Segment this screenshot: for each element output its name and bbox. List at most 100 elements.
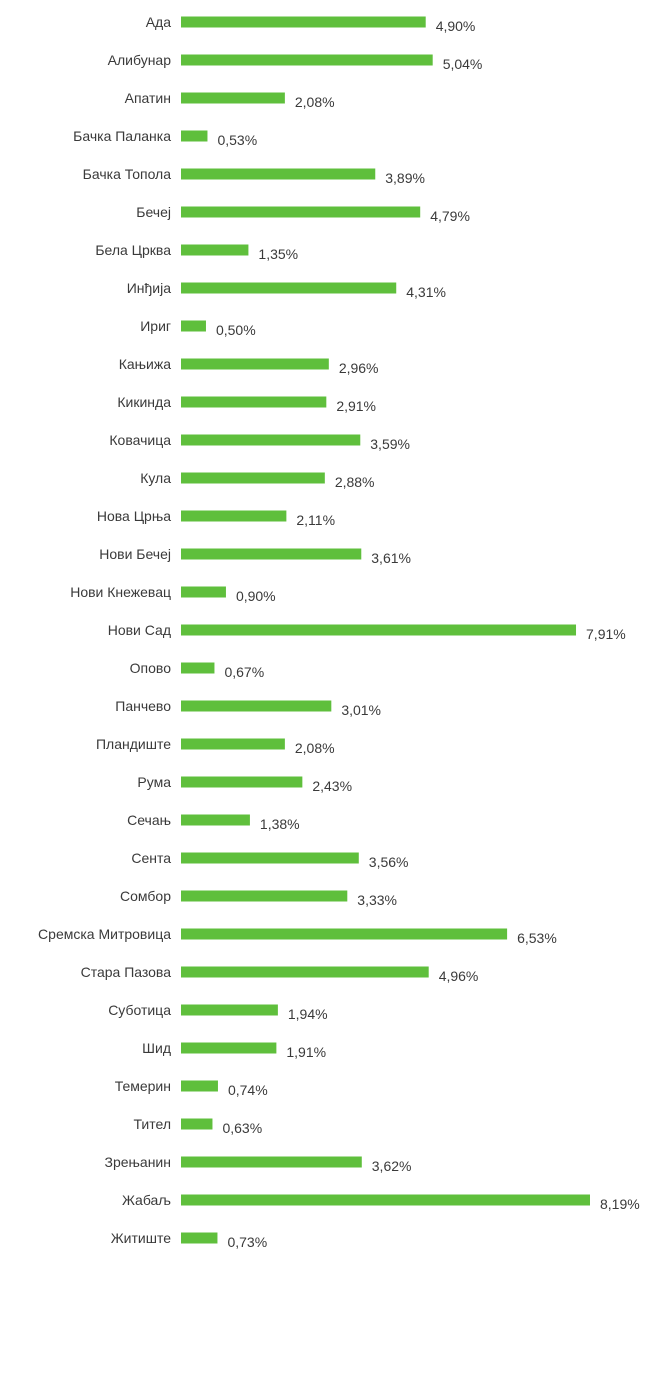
bar-row: Бечеј 4,79% xyxy=(136,204,470,224)
bar-row: Бела Црква 1,35% xyxy=(95,242,298,262)
bar-row: Кикинда 2,91% xyxy=(117,394,376,414)
bar-row: Панчево 3,01% xyxy=(115,698,381,718)
value-label: 3,56% xyxy=(369,854,409,870)
category-label: Сомбор xyxy=(120,888,171,904)
value-label: 3,61% xyxy=(371,550,411,566)
value-label: 7,91% xyxy=(586,626,626,642)
bar xyxy=(181,244,249,256)
value-label: 1,94% xyxy=(288,1006,328,1022)
category-label: Апатин xyxy=(125,90,171,106)
category-label: Темерин xyxy=(115,1078,171,1094)
bar-row: Нова Црња 2,11% xyxy=(97,508,335,528)
category-label: Ковачица xyxy=(109,432,171,448)
value-label: 5,04% xyxy=(443,56,483,72)
category-label: Панчево xyxy=(115,698,171,714)
bar-row: Бачка Топола 3,89% xyxy=(83,166,425,186)
value-label: 1,35% xyxy=(258,246,298,262)
bar xyxy=(181,510,287,522)
bar xyxy=(181,890,348,902)
bar-row: Сента 3,56% xyxy=(131,850,408,870)
bar xyxy=(181,130,208,142)
bar-row: Зрењанин 3,62% xyxy=(105,1154,412,1174)
bar-row: Ириг 0,50% xyxy=(140,318,255,338)
category-label: Стара Пазова xyxy=(81,964,172,980)
category-label: Зрењанин xyxy=(105,1154,171,1170)
bar-row: Нови Сад 7,91% xyxy=(108,622,626,642)
bar-row: Кула 2,88% xyxy=(140,470,374,490)
bar xyxy=(181,1080,218,1092)
value-label: 0,50% xyxy=(216,322,256,338)
category-label: Шид xyxy=(142,1040,171,1056)
value-label: 2,96% xyxy=(339,360,379,376)
category-label: Сента xyxy=(131,850,171,866)
category-label: Бечеј xyxy=(136,204,171,220)
bar xyxy=(181,16,426,28)
category-label: Алибунар xyxy=(108,52,172,68)
bar xyxy=(181,358,329,370)
bar xyxy=(181,1232,218,1244)
value-label: 2,91% xyxy=(336,398,376,414)
category-label: Суботица xyxy=(108,1002,171,1018)
bar-row: Алибунар 5,04% xyxy=(108,52,483,72)
bar xyxy=(181,1194,590,1206)
bar-row: Апатин 2,08% xyxy=(125,90,335,110)
bar xyxy=(181,852,359,864)
bar xyxy=(181,662,215,674)
bar-row: Жабаљ 8,19% xyxy=(122,1192,640,1212)
bar xyxy=(181,738,285,750)
category-label: Ада xyxy=(146,14,172,30)
value-label: 3,89% xyxy=(385,170,425,186)
bar xyxy=(181,434,361,446)
bar xyxy=(181,1042,277,1054)
value-label: 8,19% xyxy=(600,1196,640,1212)
value-label: 4,79% xyxy=(430,208,470,224)
bar xyxy=(181,320,206,332)
category-label: Инђија xyxy=(127,280,172,296)
category-label: Опово xyxy=(130,660,172,676)
bar xyxy=(181,1118,213,1130)
bar xyxy=(181,206,421,218)
bar-row: Опово 0,67% xyxy=(130,660,264,680)
bar-row: Ковачица 3,59% xyxy=(109,432,410,452)
category-label: Тител xyxy=(133,1116,171,1132)
value-label: 3,01% xyxy=(341,702,381,718)
bar-row: Бачка Паланка 0,53% xyxy=(73,128,257,148)
value-label: 4,31% xyxy=(406,284,446,300)
bar-row: Тител 0,63% xyxy=(133,1116,262,1136)
bar xyxy=(181,472,325,484)
bar xyxy=(181,548,362,560)
category-label: Сремска Митровица xyxy=(38,926,171,942)
category-label: Бачка Паланка xyxy=(73,128,171,144)
category-label: Бела Црква xyxy=(95,242,171,258)
bar-row: Пландиште 2,08% xyxy=(96,736,335,756)
category-label: Ириг xyxy=(140,318,171,334)
bar xyxy=(181,54,433,66)
category-label: Нови Кнежевац xyxy=(70,584,171,600)
bar-row: Нови Бечеј 3,61% xyxy=(99,546,411,566)
bar-row: Ада 4,90% xyxy=(146,14,476,34)
bar xyxy=(181,776,303,788)
category-label: Нови Сад xyxy=(108,622,171,638)
bar xyxy=(181,928,508,940)
bar xyxy=(181,396,327,408)
value-label: 4,96% xyxy=(439,968,479,984)
value-label: 3,62% xyxy=(372,1158,412,1174)
bar-row: Кањижа 2,96% xyxy=(119,356,379,376)
value-label: 1,91% xyxy=(286,1044,326,1060)
value-label: 3,59% xyxy=(370,436,410,452)
value-label: 0,73% xyxy=(227,1234,267,1250)
value-label: 0,67% xyxy=(224,664,264,680)
value-label: 6,53% xyxy=(517,930,557,946)
bar xyxy=(181,282,397,294)
bar-row: Житиште 0,73% xyxy=(111,1230,267,1250)
bar xyxy=(181,92,285,104)
bar xyxy=(181,1004,278,1016)
bars-layer: Ада 4,90% Алибунар 5,04% Апатин 2,08% Бачка Па… xyxy=(38,14,640,1250)
bar-row: Сремска Митровица 6,53% xyxy=(38,926,557,946)
value-label: 2,08% xyxy=(295,740,335,756)
value-label: 2,11% xyxy=(296,512,335,528)
bar-row: Сечањ 1,38% xyxy=(127,812,300,832)
bar-row: Стара Пазова 4,96% xyxy=(81,964,479,984)
